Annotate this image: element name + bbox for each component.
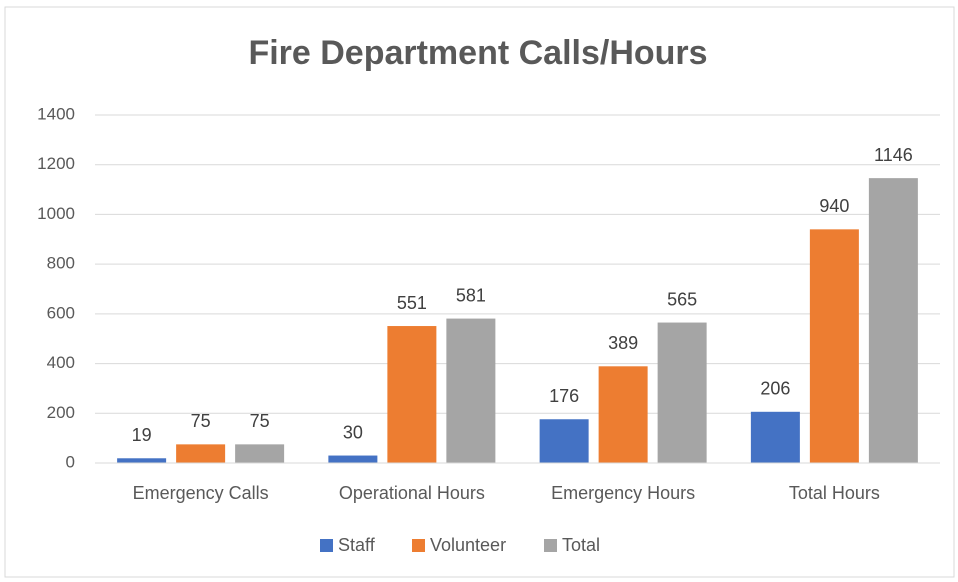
bar (446, 318, 496, 463)
data-label: 551 (397, 293, 427, 313)
data-label: 206 (760, 379, 790, 399)
data-label: 75 (191, 411, 211, 431)
bar (809, 229, 859, 463)
x-tick-label: Total Hours (789, 483, 880, 503)
x-tick-label: Emergency Calls (133, 483, 269, 503)
legend-swatch (544, 539, 557, 552)
bar (387, 326, 437, 463)
y-tick-label: 600 (47, 303, 75, 322)
x-tick-label: Emergency Hours (551, 483, 695, 503)
legend-swatch (320, 539, 333, 552)
legend-swatch (412, 539, 425, 552)
bar (868, 178, 918, 463)
bar (235, 444, 285, 463)
y-tick-label: 1200 (37, 154, 75, 173)
data-label: 75 (250, 411, 270, 431)
y-tick-label: 200 (47, 403, 75, 422)
x-tick-label: Operational Hours (339, 483, 485, 503)
bar (598, 366, 648, 463)
bar (176, 444, 226, 463)
legend-label: Total (562, 535, 600, 555)
y-tick-label: 1000 (37, 204, 75, 223)
chart-border (4, 6, 955, 578)
bar (750, 411, 800, 463)
bar (539, 419, 589, 463)
bar (117, 458, 167, 463)
data-label: 581 (456, 285, 486, 305)
legend-label: Volunteer (430, 535, 506, 555)
bar (657, 322, 707, 463)
y-tick-label: 1400 (37, 104, 75, 123)
data-label: 30 (343, 422, 363, 442)
y-tick-label: 400 (47, 353, 75, 372)
data-label: 389 (608, 333, 638, 353)
y-tick-label: 800 (47, 254, 75, 273)
data-label: 176 (549, 386, 579, 406)
data-label: 940 (819, 196, 849, 216)
y-tick-label: 0 (66, 452, 75, 471)
bar (328, 455, 378, 463)
data-label: 19 (132, 425, 152, 445)
data-label: 1146 (874, 145, 913, 165)
legend-label: Staff (338, 535, 376, 555)
chart-title: Fire Department Calls/Hours (248, 34, 707, 72)
data-label: 565 (667, 289, 697, 309)
